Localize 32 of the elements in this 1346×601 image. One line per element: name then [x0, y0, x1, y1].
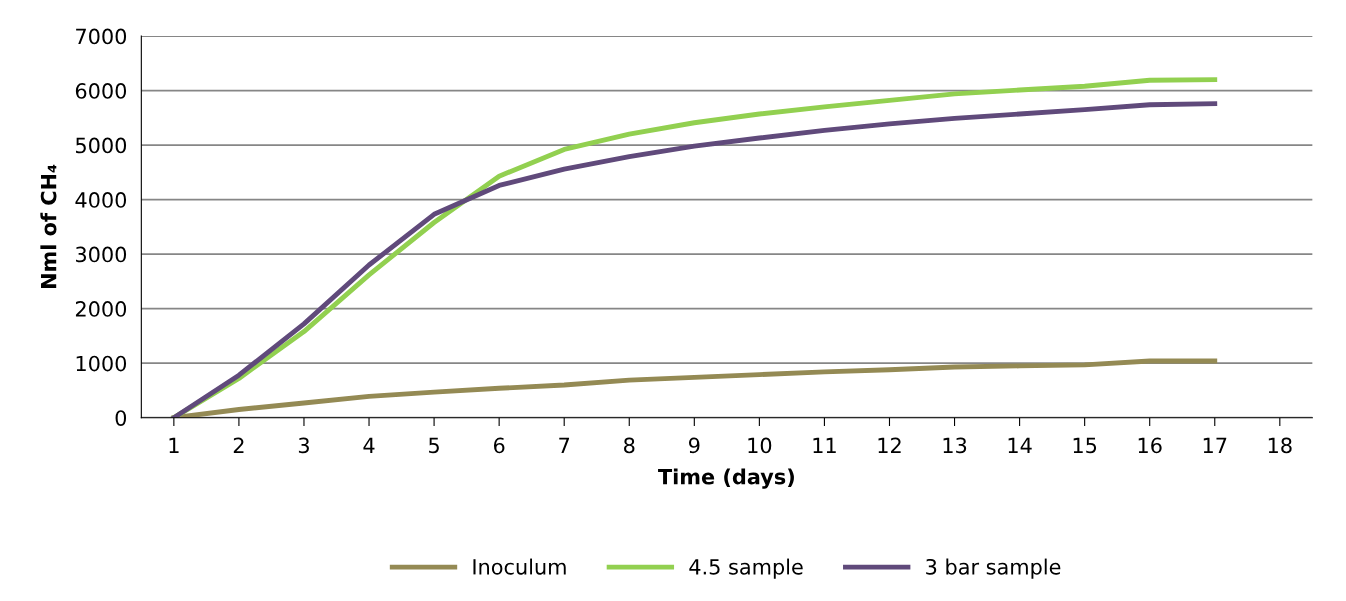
x-tick-label: 7	[559, 437, 570, 453]
y-tick-label: 6000	[75, 83, 127, 99]
y-tick-label: 2000	[75, 301, 127, 317]
x-axis-title: Time (days)	[658, 468, 794, 489]
x-tick-label: 8	[624, 437, 635, 454]
x-tick-label: 18	[1268, 437, 1292, 454]
x-tick-label: 11	[813, 437, 836, 453]
y-tick-label: 7000	[76, 28, 127, 45]
legend-label: Inoculum	[473, 558, 566, 575]
x-tick-label: 12	[878, 437, 901, 453]
x-tick-label: 10	[748, 437, 772, 454]
y-tick-label: 0	[115, 410, 127, 426]
legend-label: 3 bar sample	[926, 558, 1061, 579]
line-series	[171, 358, 1218, 418]
x-tick-label: 9	[689, 437, 700, 454]
x-tick-label: 5	[429, 437, 439, 454]
y-axis-title: Nml of CH₄	[40, 164, 57, 288]
x-tick-label: 2	[233, 437, 244, 453]
x-tick-label: 13	[943, 437, 967, 454]
y-tick-label: 3000	[76, 246, 127, 263]
x-tick-label: 17	[1203, 437, 1227, 453]
x-tick-label: 4	[363, 437, 375, 453]
x-tick-label: 15	[1073, 437, 1097, 454]
y-tick-label: 5000	[76, 137, 127, 154]
x-tick-label: 16	[1138, 437, 1162, 454]
legend-label: 4.5 sample	[689, 558, 803, 579]
x-tick-label: 3	[298, 437, 309, 454]
x-tick-label: 14	[1008, 437, 1032, 453]
y-tick-label: 1000	[76, 355, 127, 372]
x-tick-label: 6	[493, 437, 505, 454]
y-tick-label: 4000	[75, 192, 127, 208]
x-tick-label: 1	[169, 437, 179, 453]
